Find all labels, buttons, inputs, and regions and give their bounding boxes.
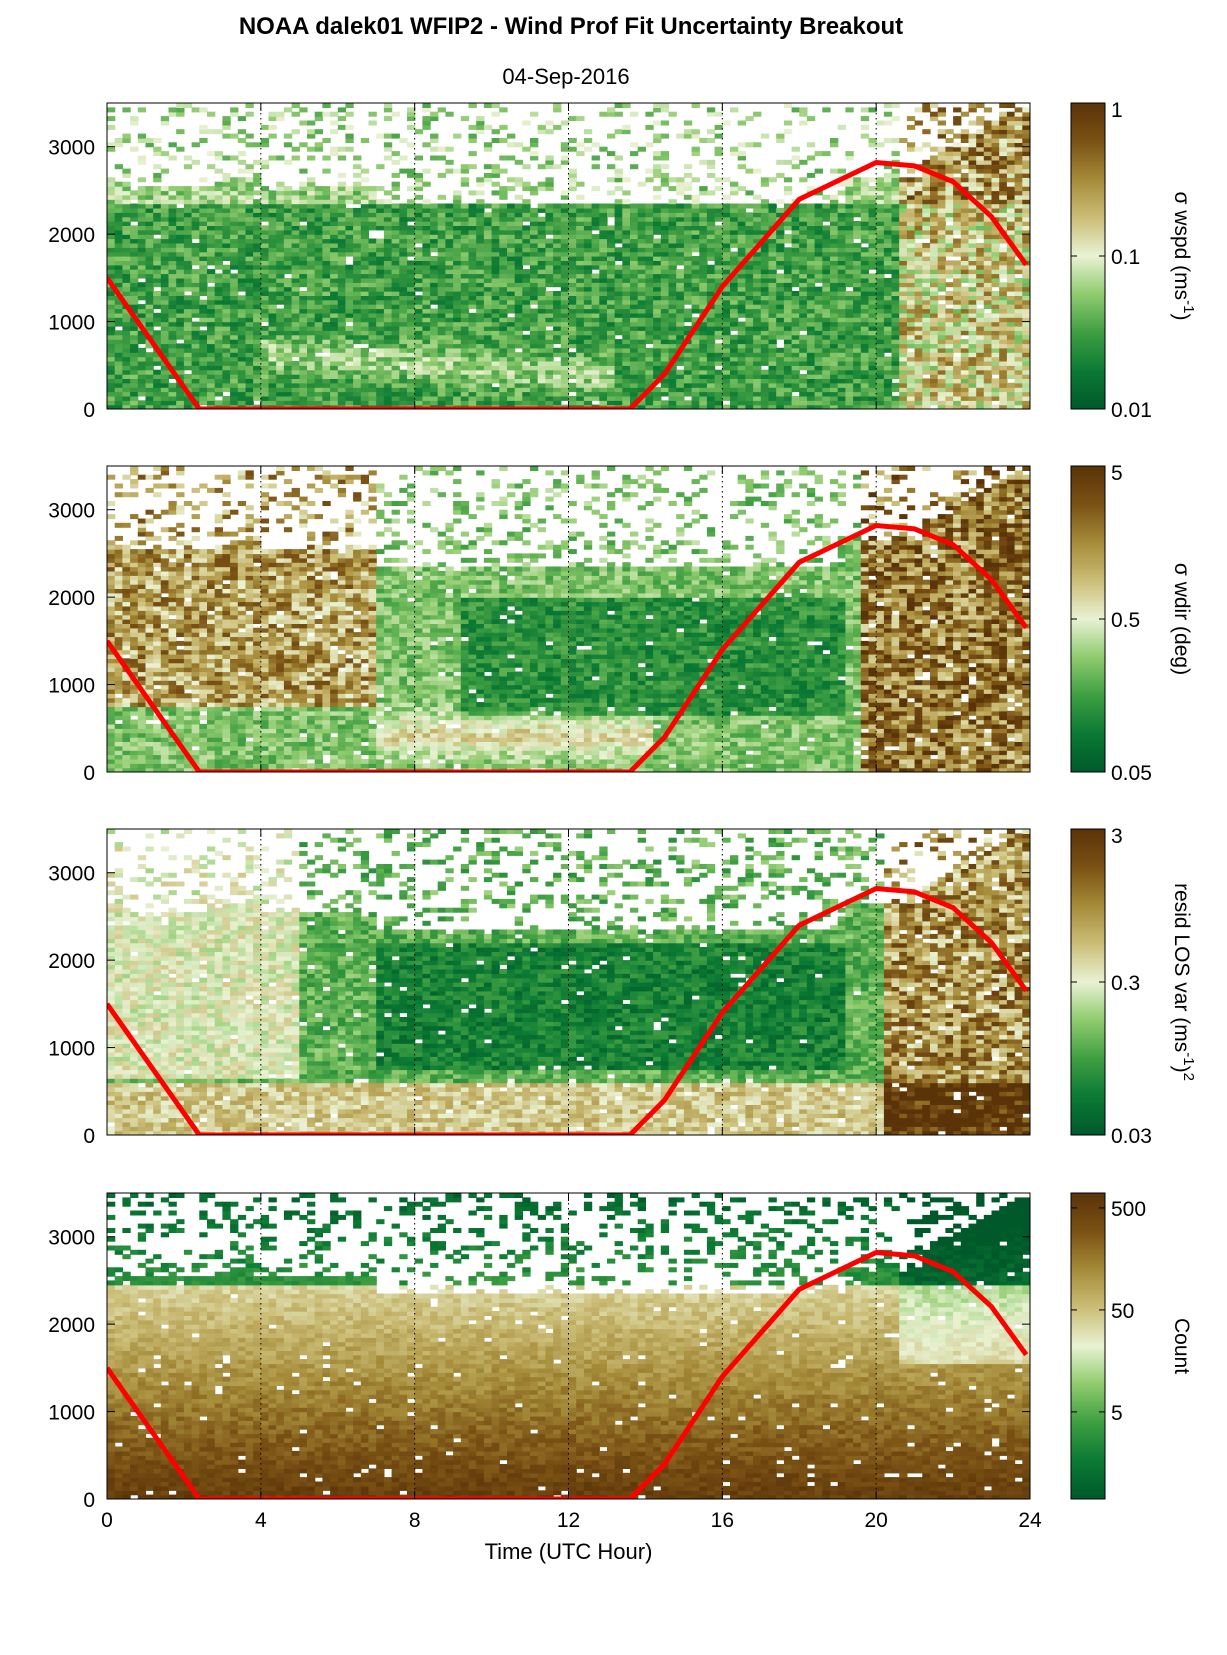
y-tick-label: 0 [83,399,95,422]
y-tick-label: 3000 [48,137,95,160]
sun-elevation-line [107,160,1029,409]
colorbar-tick-label: 50 [1111,1300,1134,1323]
colorbar-label: resid LOS var (ms-1)2 [1170,883,1197,1081]
x-tick-label: 24 [1018,1509,1042,1532]
heatmap-cells [107,103,1030,409]
sun-elevation-line [107,523,1029,772]
panel-wspd: 0 1000 2000 3000 0.01 0.1 1 σ wspd (ms-1) [48,99,1197,422]
colorbar-tick-label: 0.3 [1111,972,1140,995]
panel-wdir: 0 1000 2000 3000 0.05 0.5 5 σ wdir (deg) [48,462,1193,785]
colorbar-tick-label: 0.01 [1111,399,1152,422]
figure-subtitle: 04-Sep-2016 [502,64,629,89]
y-tick-label: 1000 [48,1038,95,1061]
panel-resid: 0 1000 2000 3000 0.03 0.3 3 resid LOS var (ms-1… [48,825,1197,1148]
x-tick-label: 0 [101,1509,113,1532]
colorbar-tick-label: 0.1 [1111,246,1140,269]
y-tick-label: 1000 [48,312,95,335]
y-tick-label: 1000 [48,1402,95,1425]
y-tick-label: 2000 [48,224,95,247]
y-tick-label: 0 [83,1489,95,1512]
colorbar-label: σ wspd (ms-1) [1170,192,1197,321]
colorbar-tick-label: 5 [1111,462,1123,485]
y-tick-label: 0 [83,762,95,785]
figure-title: NOAA dalek01 WFIP2 - Wind Prof Fit Uncer… [239,13,903,40]
sun-elevation-line [107,1250,1029,1499]
heatmap-cells [107,829,1030,1135]
colorbar [1070,1192,1106,1500]
y-tick-label: 2000 [48,587,95,610]
colorbar-label: Count [1170,1318,1193,1374]
y-tick-label: 2000 [48,1314,95,1337]
y-tick-label: 1000 [48,675,95,698]
y-tick-label: 3000 [48,1227,95,1250]
sun-elevation-line [107,886,1029,1135]
colorbar-tick-label: 0.05 [1111,762,1152,785]
panel-count: 0 4 8 12 16 20 24 0 1000 2000 3000 Time (UTC Hour) 5… [48,1192,1193,1564]
colorbar-label: σ wdir (deg) [1170,563,1193,675]
y-tick-label: 0 [83,1125,95,1148]
heatmap-cells [107,466,1030,772]
colorbar-tick-label: 0.5 [1111,609,1140,632]
x-tick-label: 4 [255,1509,267,1532]
colorbar-tick-label: 500 [1111,1198,1146,1221]
heatmap-cells [107,1193,1030,1499]
x-tick-label: 16 [711,1509,734,1532]
colorbar-tick-label: 1 [1111,99,1123,122]
x-tick-label: 12 [557,1509,580,1532]
y-tick-label: 2000 [48,950,95,973]
colorbar-tick-label: 5 [1111,1402,1123,1425]
y-tick-label: 3000 [48,500,95,523]
x-tick-label: 20 [864,1509,887,1532]
colorbar-tick-label: 0.03 [1111,1125,1152,1148]
x-tick-label: 8 [409,1509,421,1532]
y-tick-label: 3000 [48,863,95,886]
colorbar-tick-label: 3 [1111,825,1123,848]
x-axis-label: Time (UTC Hour) [485,1539,653,1564]
